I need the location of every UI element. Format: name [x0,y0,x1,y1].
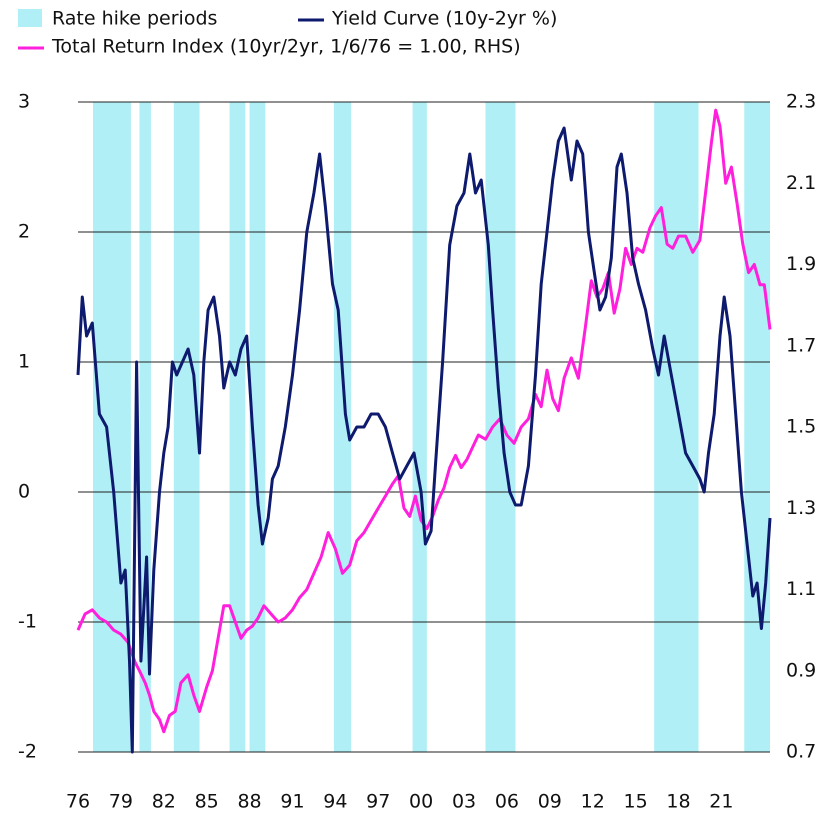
y-tick-label: -1 [18,611,37,633]
rate-hike-period [173,102,200,752]
y2-tick-label: 1.3 [786,497,816,519]
series-line [76,126,772,754]
legend-label: Rate hike periods [52,8,217,30]
y2-tick-label: 0.7 [786,741,816,763]
rate-hike-period [744,102,770,752]
x-tick-label: 76 [66,791,90,813]
y2-tick-label: 1.7 [786,334,816,356]
x-tick-label: 21 [709,791,733,813]
rate-hike-period [412,102,427,752]
y-tick-label: 1 [18,351,30,373]
x-tick-label: 82 [152,791,176,813]
x-tick-label: 94 [323,791,347,813]
x-tick-label: 15 [624,791,648,813]
rate-hike-period [93,102,131,752]
legend-label: Total Return Index (10yr/2yr, 1/6/76 = 1… [51,36,521,58]
rate-hike-period [654,102,699,752]
y2-tick-label: 1.1 [786,578,816,600]
x-tick-label: 91 [280,791,304,813]
y2-tick-label: 2.3 [786,91,816,113]
x-tick-label: 06 [495,791,519,813]
y-tick-label: 0 [18,481,30,503]
x-tick-label: 88 [237,791,261,813]
rate-hike-period [249,102,266,752]
legend-label: Yield Curve (10y-2yr %) [331,8,557,30]
x-tick-label: 79 [109,791,133,813]
y2-tick-label: 1.9 [786,253,816,275]
legend-swatch-periods [18,9,42,27]
x-tick-label: 18 [666,791,690,813]
x-tick-label: 85 [195,791,219,813]
y-tick-label: 3 [18,91,30,113]
rate-hike-period [229,102,246,752]
rate-hike-period [333,102,352,752]
y-tick-label: 2 [18,221,30,243]
y2-tick-label: 1.5 [786,416,816,438]
y2-tick-label: 2.1 [786,172,816,194]
x-tick-label: 00 [409,791,433,813]
x-tick-label: 12 [581,791,605,813]
x-tick-label: 09 [538,791,562,813]
x-tick-label: 97 [366,791,390,813]
y2-tick-label: 0.9 [786,659,816,681]
y-tick-label: -2 [18,741,37,763]
rate-hike-period [139,102,151,752]
x-tick-label: 03 [452,791,476,813]
